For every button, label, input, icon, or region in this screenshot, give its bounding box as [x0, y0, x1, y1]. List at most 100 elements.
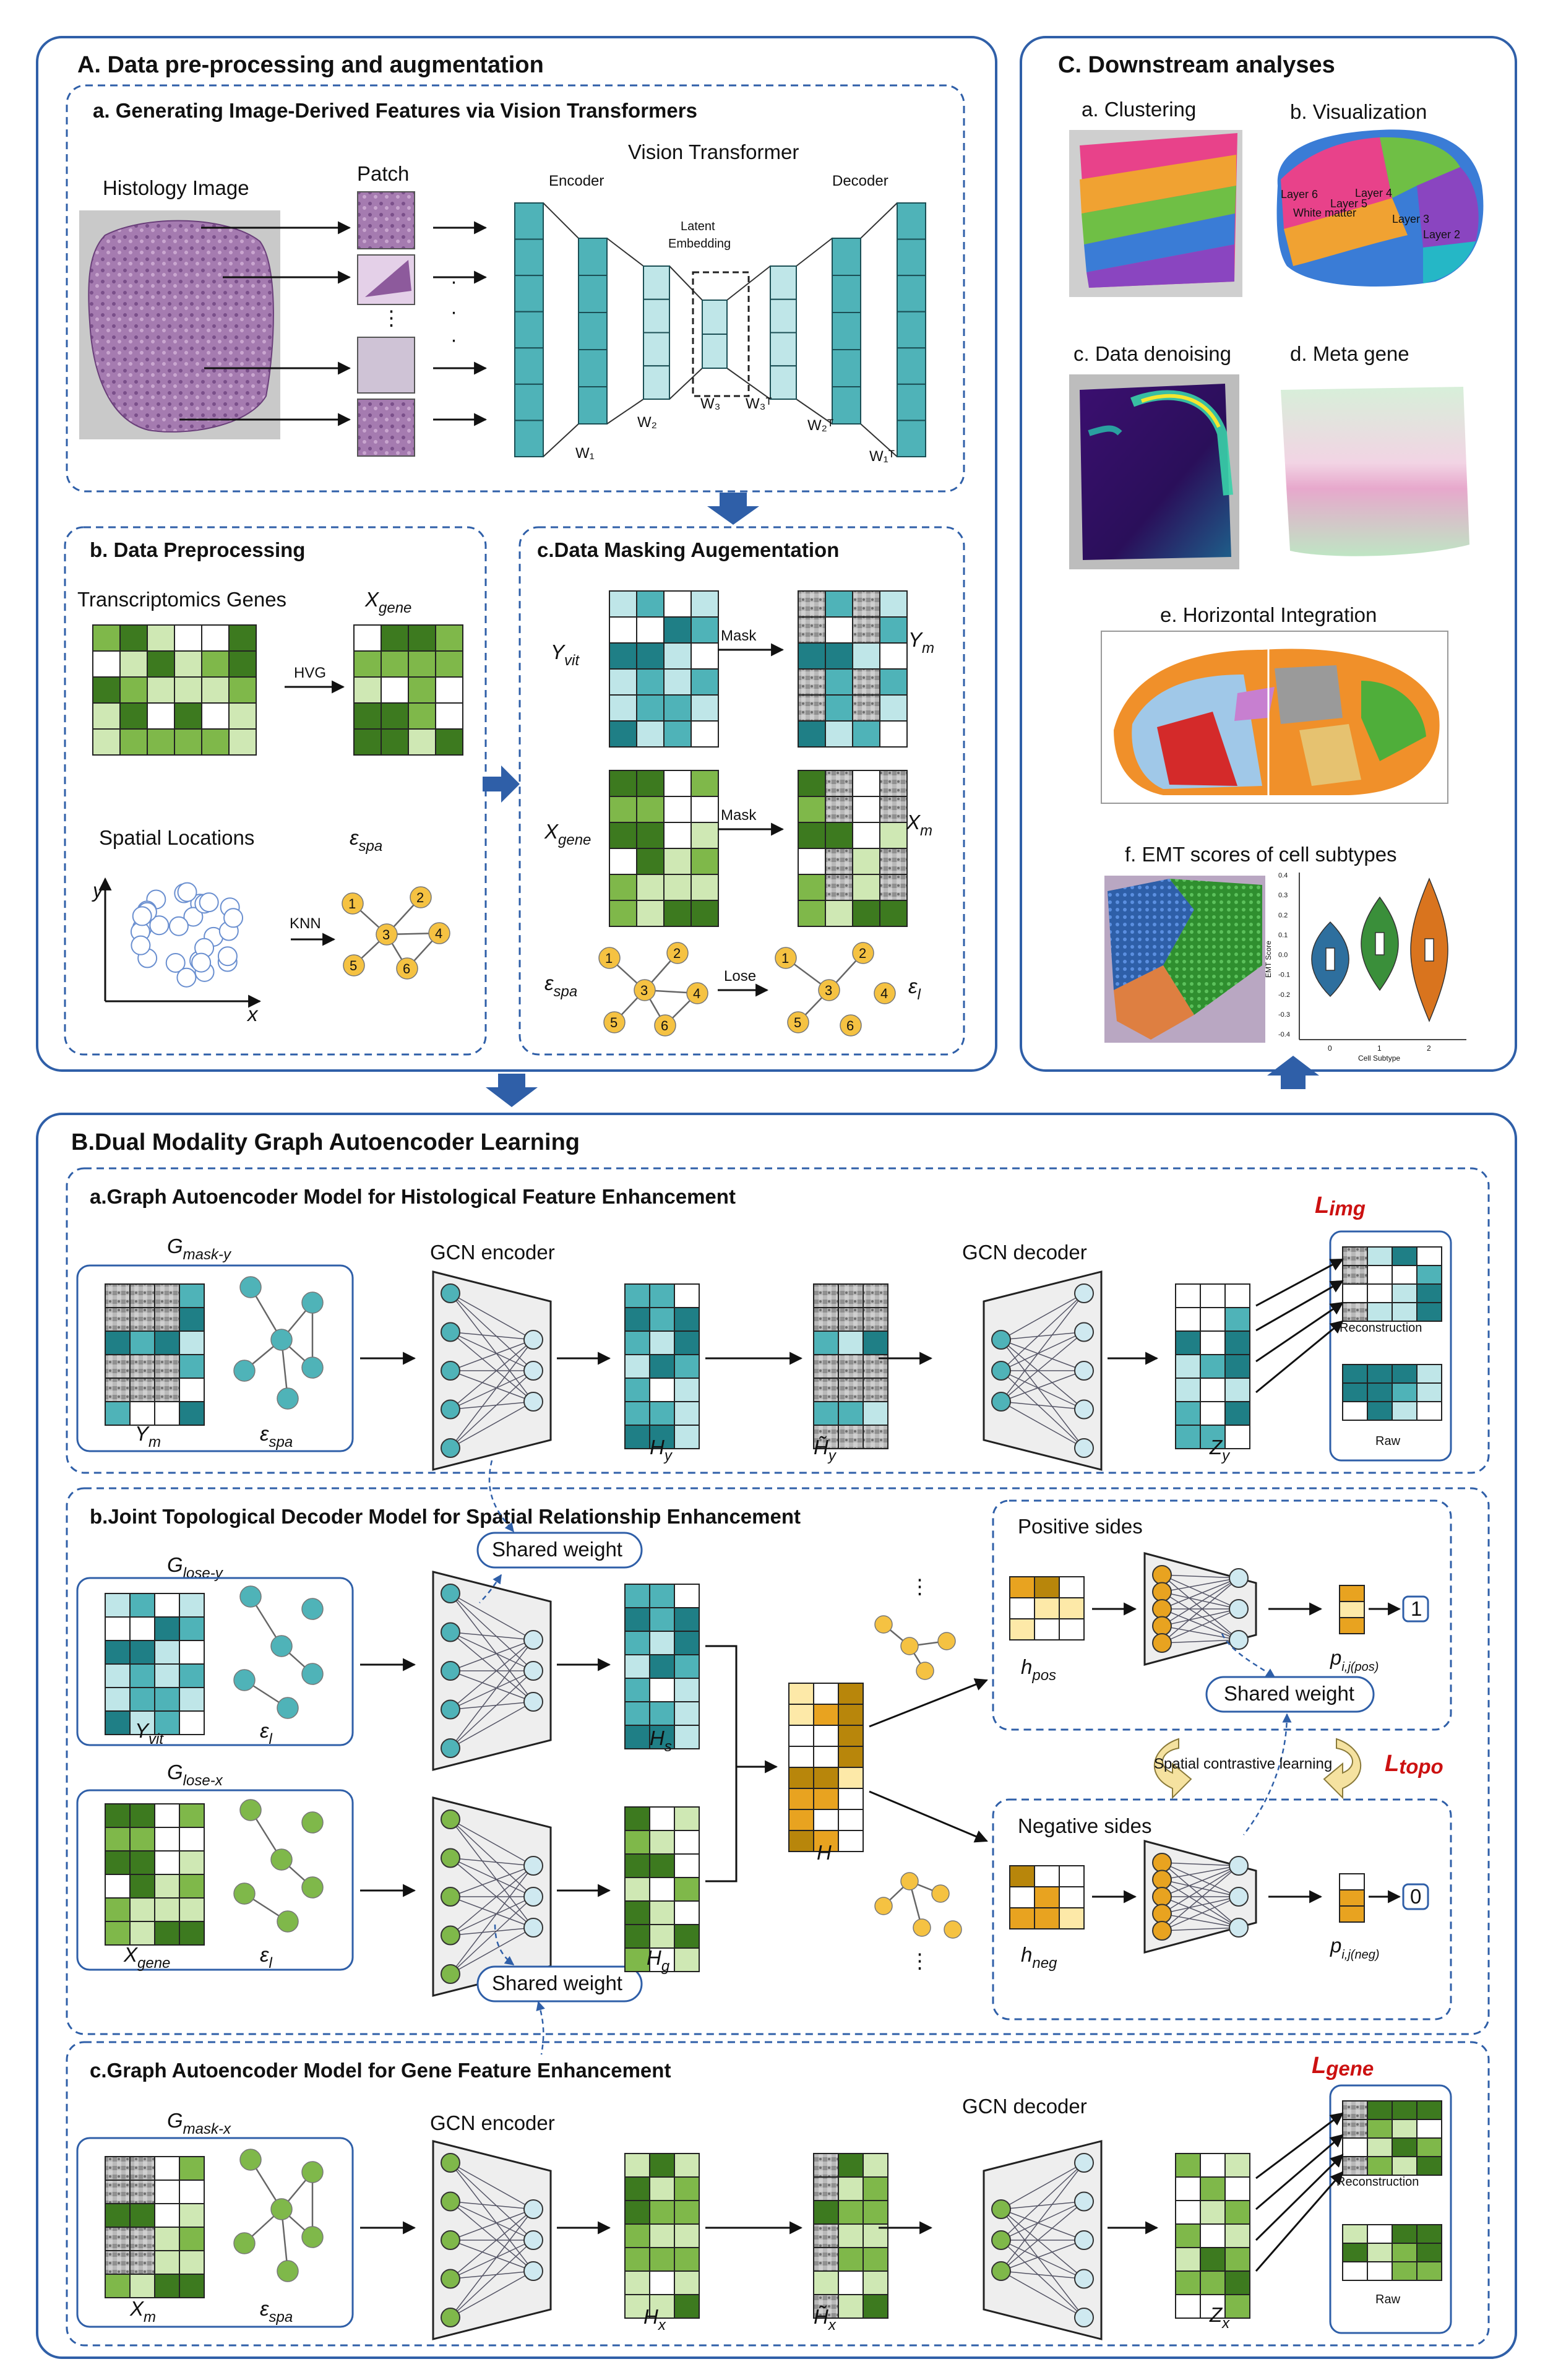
ba-zy-sub: y: [1221, 1447, 1231, 1464]
bc-spa-graph: [233, 2149, 324, 2282]
svg-text:1: 1: [781, 951, 789, 966]
svg-text:1: 1: [348, 896, 356, 912]
panel-b-frame: [36, 1113, 1517, 2359]
encoder-label: Encoder: [549, 173, 604, 189]
lose-graph: 1 2 3 4 5 6: [775, 942, 896, 1037]
bc-zx-label: Z: [1209, 2303, 1223, 2326]
bb-hg-label: H: [647, 1946, 661, 1969]
shared-weight-right-label: Shared weight: [1224, 1682, 1354, 1705]
label-one-box: [1402, 1595, 1429, 1623]
bc-gcn-encoder-label: GCN encoder: [430, 2111, 555, 2134]
layer-label: Layer 4: [1355, 187, 1392, 199]
bb-positive-sample-graph: [874, 1615, 956, 1680]
ba-ym-sub: m: [148, 1434, 161, 1451]
violin-ytick: 0.4: [1278, 872, 1288, 879]
svg-text:εspa: εspa: [260, 2297, 293, 2326]
panel-b-a-title: a.Graph Autoencoder Model for Histologic…: [90, 1185, 736, 1208]
svg-text:4: 4: [693, 986, 700, 1001]
svg-text:Gmask-x: Gmask-x: [167, 2109, 231, 2137]
bb-lose-graph-green: [233, 1799, 324, 1933]
histology-image: [79, 210, 280, 439]
xgene-c-sub: gene: [558, 832, 591, 848]
bb-el2-label: ε: [260, 1943, 269, 1966]
ppos-sub: i,j(pos): [1341, 1660, 1379, 1674]
espa-c-label: ε: [544, 972, 554, 994]
panel-b-b-title: b.Joint Topological Decoder Model for Sp…: [90, 1505, 801, 1528]
svg-text:pi,j(pos): pi,j(pos): [1330, 1646, 1379, 1674]
axis-x-label: x: [246, 1002, 259, 1025]
svg-text:Lgene: Lgene: [1312, 2053, 1374, 2080]
svg-text:2: 2: [673, 946, 681, 961]
svg-text:3: 3: [825, 983, 832, 998]
bb-el-sub: l: [269, 1731, 273, 1748]
bc-recon-label: Reconstruction: [1336, 2175, 1419, 2189]
violin-ytick: 0.1: [1278, 931, 1288, 939]
g-lose-y-label: G: [167, 1553, 183, 1576]
espa-c-sub: spa: [554, 983, 578, 1000]
w3t-label: W₃ᵀ: [746, 395, 772, 412]
panel-a-title: A. Data pre-processing and augmentation: [77, 52, 544, 78]
bc-zx-matrix: [1175, 2153, 1250, 2319]
svg-text:⋮: ⋮: [381, 306, 402, 329]
bc-xm-sub: m: [144, 2309, 156, 2326]
panel-b-a-frame: [66, 1167, 1490, 1474]
svg-text:Xgene: Xgene: [364, 588, 411, 616]
violin-ytick: 0.3: [1278, 892, 1288, 899]
spatial-locations-label: Spatial Locations: [99, 826, 254, 849]
xgene-label: X: [364, 588, 380, 611]
pneg-sub: i,j(neg): [1341, 1948, 1379, 1962]
knn-label: KNN: [290, 915, 321, 932]
svg-text:Ym: Ym: [135, 1422, 161, 1451]
hneg-sub: neg: [1032, 1955, 1057, 1972]
spa-graph: 1 2 3 4 5 6: [598, 942, 708, 1037]
ba-hty-label: H̃: [814, 1436, 828, 1459]
emt-label: f. EMT scores of cell subtypes: [1125, 843, 1397, 866]
hneg-matrix: [1009, 1865, 1085, 1929]
svg-text:Zx: Zx: [1209, 2303, 1230, 2332]
violin-ytick: -0.1: [1278, 972, 1290, 979]
bb-el-label: ε: [260, 1719, 269, 1742]
panel-a-c-title: c.Data Masking Augementation: [537, 538, 839, 561]
ba-spa-graph: [233, 1276, 324, 1410]
horizontal-integration-image: [1101, 631, 1448, 804]
down-arrow-to-b: [486, 1074, 538, 1107]
svg-text:H̃x: H̃x: [814, 2305, 837, 2334]
espa-label: ε: [350, 826, 359, 849]
shared-weight-badge-right: [1205, 1676, 1375, 1713]
svg-text:εl: εl: [260, 1719, 273, 1748]
violin-xtick: 1: [1377, 1044, 1382, 1053]
w1-label: W₁: [575, 445, 595, 462]
hvg-label: HVG: [294, 665, 326, 681]
loss-gene-sub: gene: [1325, 2057, 1374, 2080]
el-label: ε: [908, 975, 918, 998]
label-zero: 0: [1410, 1885, 1421, 1908]
ba-recon-arrows: [1255, 1258, 1344, 1394]
g-lose-x-label: G: [167, 1761, 183, 1783]
ba-raw-matrix: [1342, 1364, 1442, 1421]
panel-a-frame: [36, 36, 997, 1072]
svg-text:Glose-x: Glose-x: [167, 1761, 223, 1789]
svg-text:hpos: hpos: [1021, 1655, 1056, 1684]
ba-hy-label: H: [650, 1436, 665, 1459]
positive-sides-frame: [992, 1499, 1452, 1731]
patch-stack: ⋮: [357, 191, 415, 457]
pneg-label: p: [1330, 1934, 1341, 1957]
layer-label: White matter: [1293, 207, 1356, 219]
bb-hg-matrix: [624, 1806, 700, 1972]
hpos-label: h: [1021, 1655, 1032, 1678]
bc-espa-sub: spa: [269, 2309, 293, 2326]
bb-yvit-label: Y: [135, 1719, 150, 1742]
contrast-arrow-left: [1153, 1738, 1192, 1800]
g-mask-y-box: [76, 1264, 354, 1452]
latent-label-1: Latent: [681, 220, 715, 233]
bc-recon-arrows: [1255, 2112, 1344, 2272]
emt-violin-chart: 0.4 0.3 0.2 0.1 0.0 -0.1 -0.2 -0.3 -0.4 EMT Score…: [1264, 872, 1466, 1063]
g-lose-y-sub: lose-y: [183, 1565, 224, 1582]
svg-text:Limg: Limg: [1315, 1192, 1366, 1220]
ym-sub: m: [922, 640, 934, 657]
ym-label: Y: [908, 628, 923, 651]
bb-xgene-label: X: [123, 1943, 139, 1966]
panel-b-b-frame: [66, 1487, 1490, 2035]
violin-ytick: -0.2: [1278, 991, 1290, 999]
bb-lose-graph-teal: [233, 1585, 324, 1719]
